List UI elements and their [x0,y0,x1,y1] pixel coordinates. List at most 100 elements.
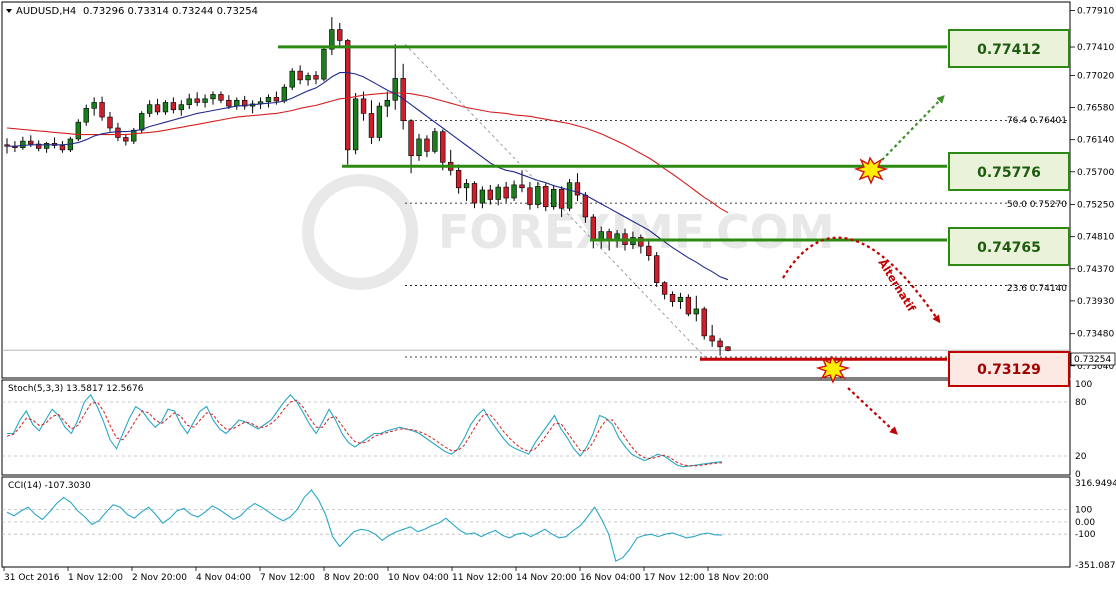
price-tick-label: 0.73040 [1077,362,1114,372]
price-tick-label: 0.77910 [1077,7,1114,17]
stoch-panel [1,379,1071,476]
candle-body [139,113,145,131]
level-box-73129: 0.73129 [948,351,1070,387]
current-price-tag [1070,352,1116,366]
candle-body [20,140,26,148]
stoch-label: Stoch(5,3,3) 13.5817 12.5676 [8,384,144,394]
price-tick-label: 0.77020 [1077,71,1114,81]
candle-body [677,296,684,302]
candle-body [693,308,699,315]
cci-tick-label: -100 [1075,530,1096,540]
candle-body [614,233,620,240]
candle-body [535,186,541,205]
candle-body [226,99,232,107]
price-tick-label: 0.75700 [1077,168,1114,178]
time-tick-label: 18 Nov 20:00 [708,573,769,583]
breakdown-burst-icon [815,355,851,384]
candle-body [543,186,549,208]
stoch-tick-label: 100 [1075,380,1092,390]
time-tick-label: 8 Nov 20:00 [324,573,379,583]
candle-body [337,29,343,41]
watermark: FOREXIMF.COM [302,174,835,290]
candle-body [162,102,169,113]
cci-label: CCI(14) -107.3030 [8,481,91,491]
candle-body [669,294,676,302]
candle-body [352,98,359,151]
candle-body [297,70,303,81]
candle-body [99,102,105,118]
candle-body [471,183,478,204]
cci-line [6,489,723,563]
time-tick-label: 7 Nov 12:00 [260,573,315,583]
time-tick-label: 14 Nov 20:00 [516,573,577,583]
candle-body [194,98,200,103]
alternative-path-arrow [782,236,941,324]
time-tick-label: 2 Nov 20:00 [132,573,187,583]
ma-fast-line [7,72,729,281]
candle-body [519,184,525,189]
candle-body [154,104,161,113]
candle-body [440,131,446,163]
candle-body [424,138,430,152]
candle-body [582,194,589,218]
candle-body [83,108,89,123]
candle-body [345,40,351,151]
level-box-75776: 0.75776 [948,152,1070,191]
candle-body [368,113,375,138]
candle-body [606,231,612,240]
breakout-burst-icon [853,156,889,185]
time-tick-label: 31 Oct 2016 [4,573,60,583]
stoch-tick-label: 20 [1075,452,1087,462]
candle-body [479,189,486,204]
candle-body [313,75,319,80]
candle-body [558,188,565,209]
dropdown-triangle-icon[interactable] [6,9,12,13]
price-tick-label: 0.73480 [1077,330,1114,340]
time-tick-label: 16 Nov 04:00 [580,573,641,583]
price-tick-label: 0.73930 [1077,297,1114,307]
candle-body [701,308,707,337]
candle-body [273,97,280,102]
level-box-75776-text: 0.75776 [977,165,1041,181]
candle-body [503,186,509,199]
candle-body [511,184,517,199]
cci-tick-label: 100 [1075,506,1092,516]
candle-body [685,296,692,315]
candle-body [432,131,438,152]
candle-body [305,75,311,81]
candle-body [709,335,715,342]
candle-body [186,98,192,105]
candle-body [487,189,493,200]
price-tick-label: 0.74370 [1077,265,1114,275]
candle-body [392,78,398,101]
candle-body [265,97,272,103]
candle-body [400,78,406,122]
stoch-tick-label: 0 [1075,470,1081,480]
candle-body [178,104,184,111]
candle-body [43,143,50,149]
price-tick-label: 0.76140 [1077,136,1114,146]
stoch-signal-line [6,399,723,467]
candle-body [36,143,42,149]
level-box-74765: 0.74765 [948,227,1070,266]
level-box-74765-text: 0.74765 [977,240,1041,256]
candle-body [376,105,383,138]
time-tick-label: 17 Nov 12:00 [644,573,705,583]
candle-body [202,98,208,103]
candle-body [91,102,97,109]
candle-body [131,129,137,142]
candle-body [654,255,660,283]
level-box-77412: 0.77412 [948,29,1070,68]
candle-body [495,186,501,200]
candle-body [717,340,723,348]
ma-slow-line [6,92,729,214]
candle-body [551,188,557,208]
candle-body [527,187,533,205]
cci-tick-label: -351.0879 [1075,561,1116,571]
level-box-77412-text: 0.77412 [977,42,1041,58]
candle-body [75,121,81,140]
price-tick-label: 0.76580 [1077,104,1114,114]
candle-body [115,127,121,138]
